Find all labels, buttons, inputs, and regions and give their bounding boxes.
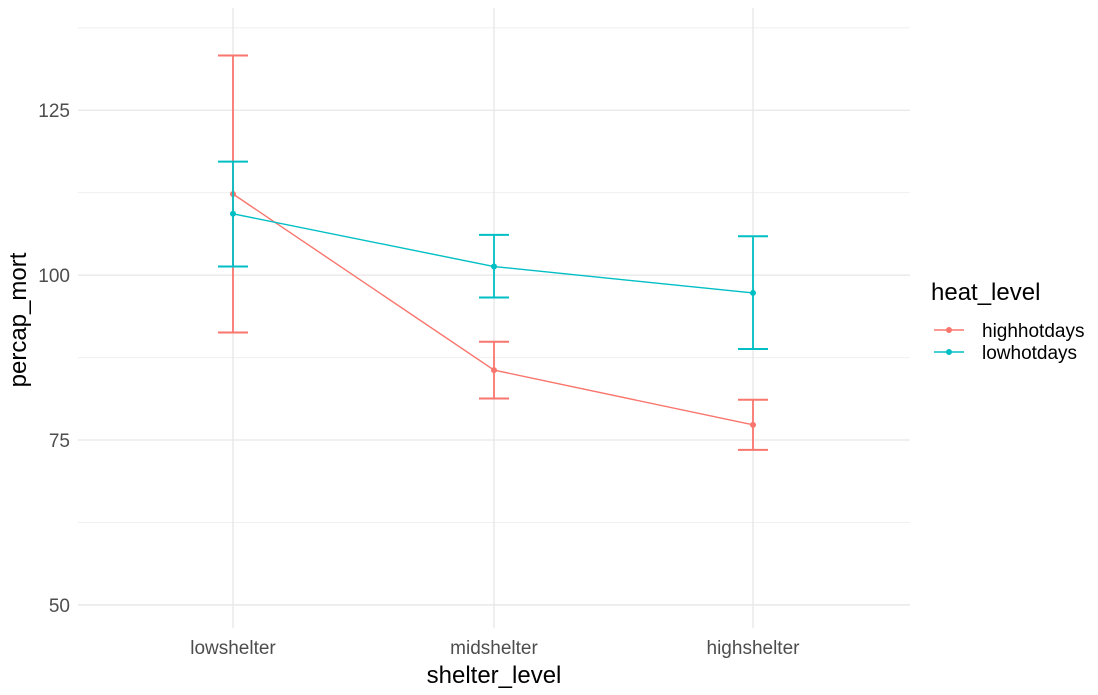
x-tick-label: highshelter — [707, 638, 801, 659]
data-point — [750, 289, 756, 296]
y-tick-label: 100 — [38, 266, 70, 287]
x-tick-labels: lowshelter midshelter highshelter — [190, 638, 800, 659]
data-point — [750, 421, 756, 428]
series-layer — [218, 54, 768, 451]
series-highhotdays — [218, 54, 768, 451]
legend-title: heat_level — [931, 279, 1040, 306]
y-tick-labels: 50 75 100 125 — [38, 101, 70, 617]
y-tick-label: 125 — [38, 101, 70, 122]
data-point — [230, 210, 236, 217]
series-line — [232, 193, 754, 426]
x-axis-title: shelter_level — [427, 662, 562, 689]
grid — [78, 8, 910, 628]
data-point — [491, 263, 497, 270]
series-line — [232, 213, 754, 294]
legend-key-point — [946, 327, 952, 333]
legend-key-point — [946, 349, 952, 355]
legend-item-lowhotdays: lowhotdays — [934, 343, 1077, 364]
data-point — [491, 367, 497, 374]
legend-label: highhotdays — [982, 321, 1084, 342]
x-tick-label: lowshelter — [190, 638, 276, 659]
series-lowhotdays — [218, 160, 768, 350]
x-tick-label: midshelter — [450, 638, 538, 659]
y-axis-title: percap_mort — [5, 252, 32, 387]
y-tick-label: 75 — [49, 431, 70, 452]
legend-label: lowhotdays — [982, 343, 1077, 364]
legend-item-highhotdays: highhotdays — [934, 321, 1084, 342]
y-tick-label: 50 — [49, 596, 70, 617]
